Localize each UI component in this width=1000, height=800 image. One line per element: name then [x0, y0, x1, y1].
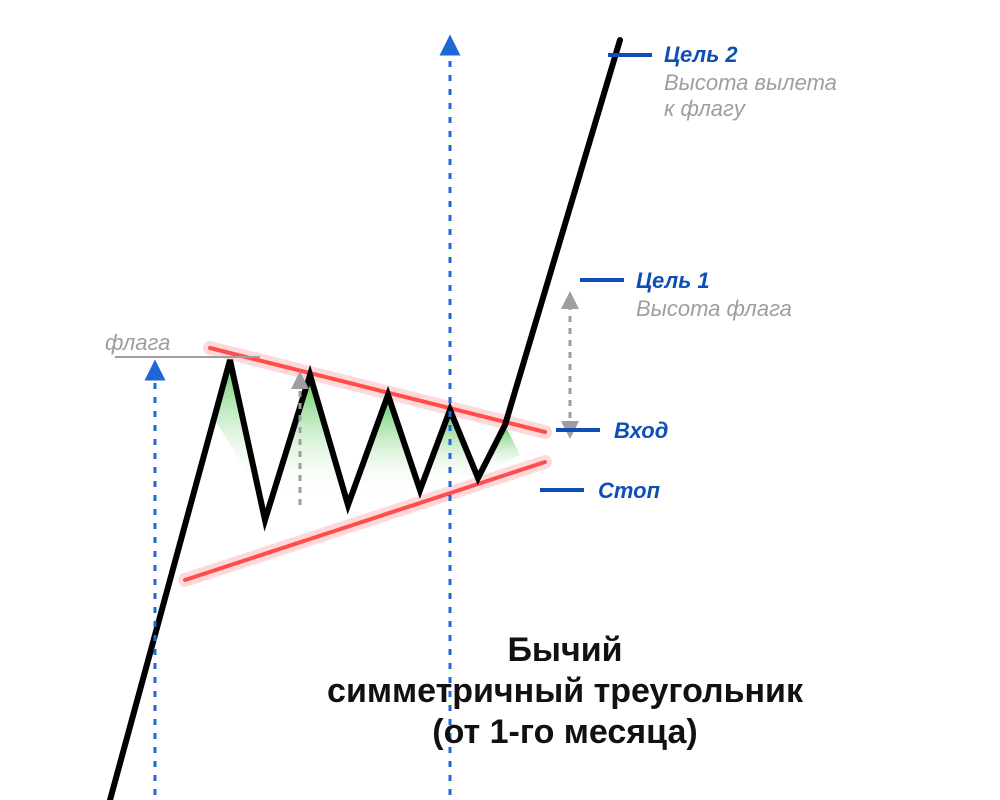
- label-flag-top: флага: [105, 330, 170, 356]
- label-target1-sub: Высота флага: [636, 296, 792, 322]
- label-target2: Цель 2: [664, 42, 738, 68]
- label-target1: Цель 1: [636, 268, 710, 294]
- label-target2-sub2: к флагу: [664, 96, 745, 122]
- label-entry: Вход: [614, 418, 668, 444]
- title-line-3: (от 1-го месяца): [245, 712, 885, 753]
- label-target2-sub1: Высота вылета: [664, 70, 837, 96]
- pattern-title: Бычий симметричный треугольник (от 1-го …: [245, 630, 885, 752]
- label-stop: Стоп: [598, 478, 660, 504]
- title-line-1: Бычий: [245, 630, 885, 671]
- title-line-2: симметричный треугольник: [245, 671, 885, 712]
